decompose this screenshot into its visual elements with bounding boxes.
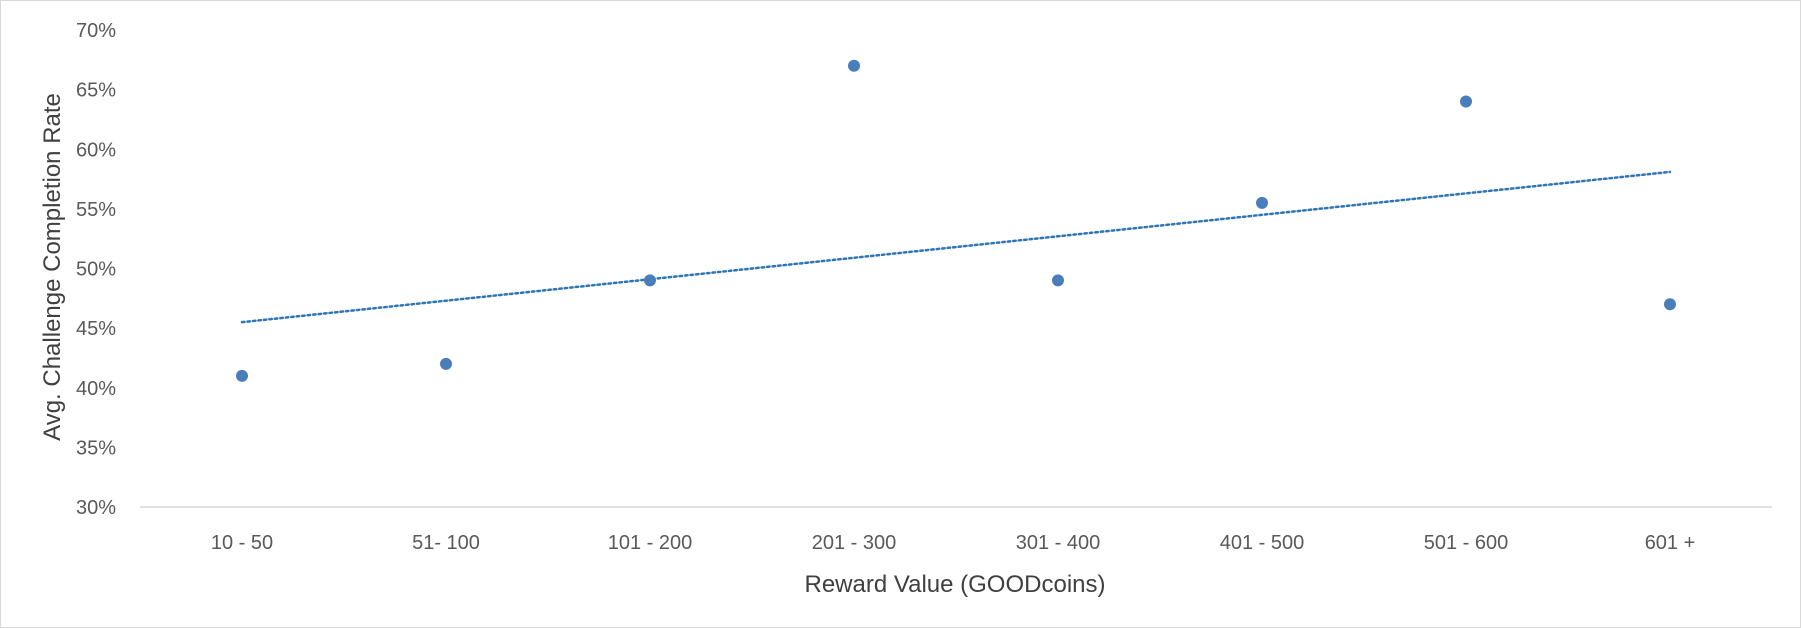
y-tick-label: 45% <box>76 318 116 340</box>
x-tick-label: 601 + <box>1645 532 1696 554</box>
data-point <box>440 357 452 370</box>
x-tick-label: 51- 100 <box>412 532 480 554</box>
data-point <box>644 274 656 287</box>
x-tick-label: 501 - 600 <box>1424 532 1509 554</box>
y-tick-label: 70% <box>76 20 116 42</box>
data-points <box>236 59 1676 382</box>
data-point <box>1256 196 1268 209</box>
y-tick-label: 65% <box>76 80 116 102</box>
x-tick-label: 10 - 50 <box>211 532 273 554</box>
data-point <box>1460 95 1472 108</box>
x-tick-label: 201 - 300 <box>812 532 897 554</box>
y-tick-label: 50% <box>76 259 116 281</box>
data-point <box>1052 274 1064 287</box>
x-tick-label: 301 - 400 <box>1016 532 1101 554</box>
y-tick-label: 55% <box>76 199 116 221</box>
x-tick-labels: 10 - 50 51- 100 101 - 200 201 - 300 301 - 40… <box>211 532 1695 554</box>
y-tick-label: 60% <box>76 139 116 161</box>
y-tick-labels: 30% 35% 40% 45% 50% 55% 60% 65% 70% <box>76 20 116 519</box>
data-point <box>848 59 860 72</box>
data-point <box>1664 298 1676 311</box>
y-tick-label: 30% <box>76 497 116 519</box>
x-tick-label: 101 - 200 <box>608 532 693 554</box>
data-point <box>236 369 248 382</box>
x-axis-title: Reward Value (GOODcoins) <box>805 571 1106 598</box>
trendline <box>240 170 1672 324</box>
y-axis-title: Avg. Challenge Completion Rate <box>39 93 66 441</box>
x-tick-label: 401 - 500 <box>1220 532 1305 554</box>
y-tick-label: 40% <box>76 378 116 400</box>
y-tick-label: 35% <box>76 437 116 459</box>
